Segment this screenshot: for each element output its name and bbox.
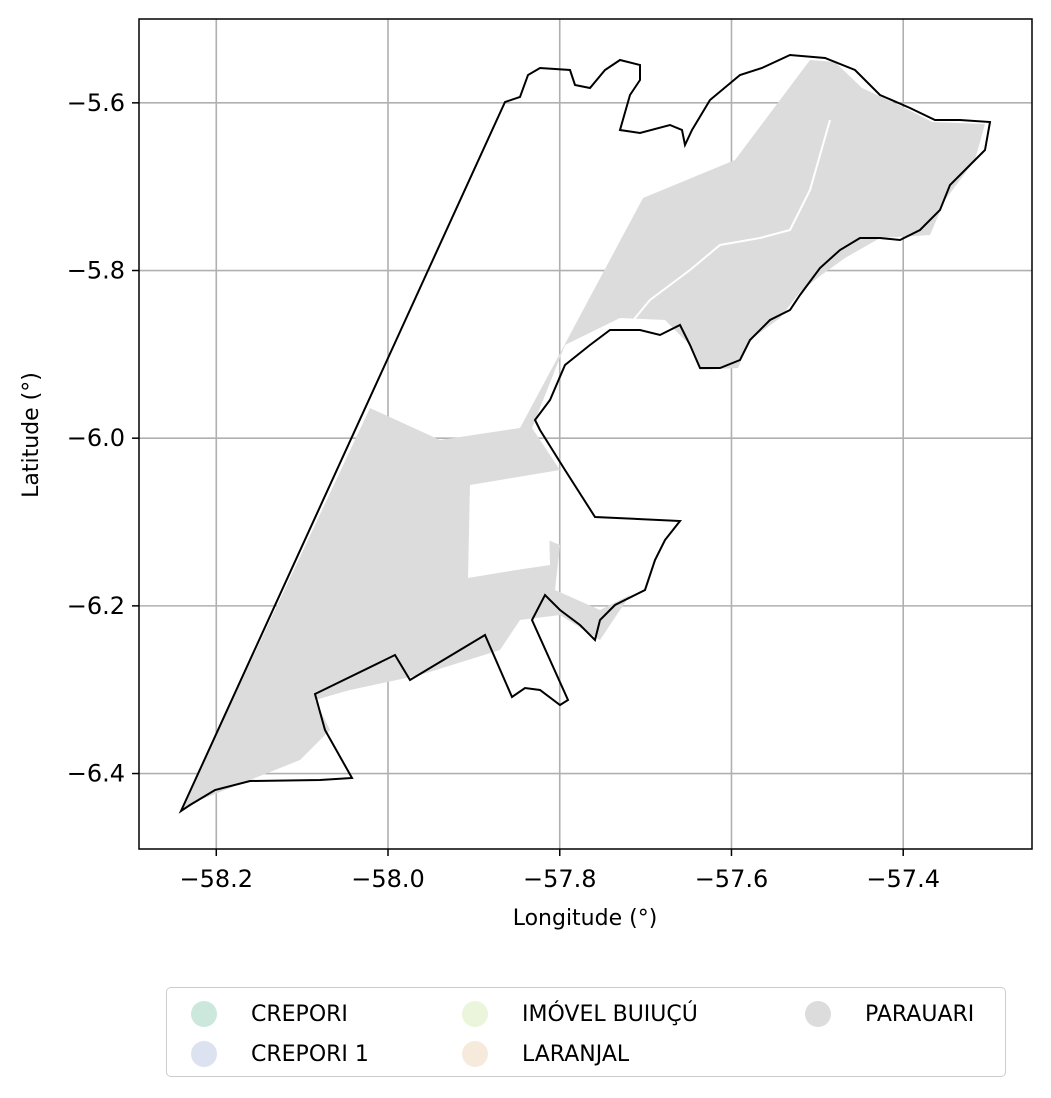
x-tick-label: −57.8 <box>523 865 597 893</box>
legend: CREPORI CREPORI 1 IMÓVEL BUIUÇÚ LARANJAL… <box>166 987 1006 1077</box>
legend-item-parauari: PARAUARI <box>805 999 974 1029</box>
axes-frame <box>138 18 1033 850</box>
legend-swatch-crepori <box>191 1001 217 1027</box>
legend-label-imovel-buiucu: IMÓVEL BUIUÇÚ <box>522 1001 698 1027</box>
legend-label-parauari: PARAUARI <box>865 1001 975 1027</box>
legend-item-crepori-1: CREPORI 1 <box>191 1039 369 1069</box>
x-tick-label: −58.2 <box>180 865 254 893</box>
y-tick-label: −6.2 <box>67 592 125 620</box>
y-tick-label: −5.8 <box>67 257 125 285</box>
legend-item-laranjal: LARANJAL <box>462 1039 629 1069</box>
y-tick-label: −6.4 <box>67 760 125 788</box>
legend-item-crepori: CREPORI <box>191 999 348 1029</box>
river-channel <box>599 119 831 361</box>
map-figure: −58.2 −58.0 −57.8 −57.6 −57.4 −5.6 −5.8 −6.0 −6… <box>19 18 1033 931</box>
x-tick-label: −58.0 <box>351 865 425 893</box>
y-tick-label: −5.6 <box>67 89 125 117</box>
legend-swatch-imovel-buiucu <box>462 1001 488 1027</box>
municipality-boundary <box>178 53 992 814</box>
legend-swatch-laranjal <box>462 1041 488 1067</box>
legend-label-crepori: CREPORI <box>251 1001 348 1027</box>
y-axis-label: Latitude (°) <box>19 372 44 498</box>
x-tick-label: −57.4 <box>866 865 940 893</box>
legend-swatch-crepori-1 <box>191 1041 217 1067</box>
legend-label-laranjal: LARANJAL <box>522 1041 630 1067</box>
x-axis-label: Longitude (°) <box>513 906 658 931</box>
parauari-area <box>181 60 985 810</box>
x-axis-ticks: −58.2 −58.0 −57.8 −57.6 −57.4 <box>180 849 940 893</box>
legend-label-crepori-1: CREPORI 1 <box>251 1041 369 1067</box>
y-tick-label: −6.0 <box>67 424 125 452</box>
y-axis-ticks: −5.6 −5.8 −6.0 −6.2 −6.4 <box>67 89 139 788</box>
legend-item-imovel-buiucu: IMÓVEL BUIUÇÚ <box>462 999 698 1029</box>
unshaded-gap <box>470 484 550 577</box>
legend-swatch-parauari <box>805 1001 831 1027</box>
x-tick-label: −57.6 <box>695 865 769 893</box>
